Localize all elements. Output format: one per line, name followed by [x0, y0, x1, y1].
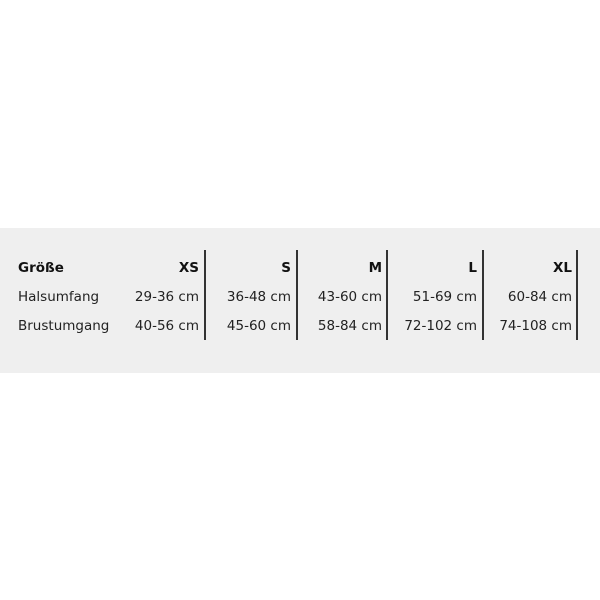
table-cell: 74-108 cm: [499, 318, 572, 334]
row-label: Brustumgang: [18, 318, 110, 334]
column-divider: [204, 250, 206, 340]
table-cell: 40-56 cm: [134, 318, 199, 334]
header-label: Größe: [18, 260, 64, 276]
table-cell: 72-102 cm: [404, 318, 477, 334]
size-header: M: [368, 260, 382, 276]
size-header: XS: [178, 260, 199, 276]
size-header: S: [281, 260, 291, 276]
column-divider: [386, 250, 388, 340]
table-cell: 58-84 cm: [317, 318, 382, 334]
column-divider: [296, 250, 298, 340]
table-cell: 60-84 cm: [507, 289, 572, 305]
size-header: L: [468, 260, 477, 276]
table-cell: 29-36 cm: [134, 289, 199, 305]
size-table: [0, 228, 600, 373]
table-cell: 43-60 cm: [317, 289, 382, 305]
table-cell: 36-48 cm: [226, 289, 291, 305]
column-divider: [576, 250, 578, 340]
table-cell: 51-69 cm: [412, 289, 477, 305]
row-label: Halsumfang: [18, 289, 100, 305]
column-divider: [482, 250, 484, 340]
size-header: XL: [552, 260, 572, 276]
table-cell: 45-60 cm: [226, 318, 291, 334]
